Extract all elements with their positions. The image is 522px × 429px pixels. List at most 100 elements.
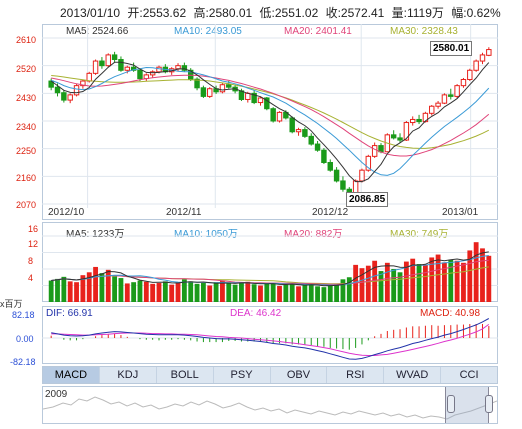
price-y-tick: 2430 [16, 93, 37, 103]
tab-psy[interactable]: PSY [214, 367, 271, 383]
volume-bar [181, 279, 187, 302]
volume-bar [442, 262, 447, 302]
volume-y-tick: 4 [28, 273, 34, 283]
volume-ma30-label: MA30: 749万 [390, 229, 449, 240]
candle-body [111, 54, 118, 61]
candle-body [92, 60, 99, 74]
candle-body [130, 66, 137, 71]
candle-body [99, 60, 105, 67]
candle-body [251, 92, 257, 104]
volume-bar [416, 264, 422, 302]
price-panel [42, 24, 498, 220]
volume-bar [105, 269, 111, 302]
volume-bar [150, 283, 156, 302]
volume-bar [315, 286, 320, 302]
candle-body [137, 69, 143, 80]
date-x-tick: 2012/10 [48, 207, 85, 218]
dea-line [51, 323, 490, 356]
tab-obv[interactable]: OBV [271, 367, 328, 383]
tab-cci[interactable]: CCI [459, 369, 479, 381]
volume-bar [86, 272, 92, 302]
candle-body [200, 87, 207, 97]
tab-kdj[interactable]: KDJ [100, 367, 157, 383]
volume-bar [473, 242, 479, 302]
macd-y-tick: 82.18 [12, 310, 35, 320]
tab-wvad[interactable]: WVAD [384, 367, 442, 383]
macd-y-tick: 0.00 [16, 334, 34, 344]
candle-body [321, 149, 327, 164]
volume-bar [321, 287, 327, 302]
price-y-tick: 2340 [16, 122, 37, 132]
candle-body [314, 143, 321, 151]
navigator-left-handle[interactable] [447, 395, 455, 413]
candle-body [486, 49, 492, 56]
volume-ma20-label: MA20: 882万 [284, 229, 343, 240]
quote-low: 低:2551.02 [259, 6, 319, 20]
volume-bar [480, 248, 485, 302]
candle-body [467, 69, 473, 81]
volume-bar [327, 285, 333, 302]
candle-body [149, 71, 156, 76]
tab-boll[interactable]: BOLL [157, 367, 214, 383]
volume-bar [283, 284, 289, 302]
volume-bar [74, 282, 79, 302]
volume-bar [67, 281, 73, 302]
candle-body [365, 155, 372, 171]
tab-rsi[interactable]: RSI [327, 367, 385, 383]
candle-body [226, 84, 232, 88]
candle-body [264, 97, 270, 110]
volume-bar [403, 261, 409, 302]
volume-bar [194, 283, 200, 302]
volume-bar [454, 260, 460, 302]
range-navigator[interactable]: 2009 [42, 386, 498, 424]
navigator-right-handle[interactable] [485, 395, 493, 413]
volume-bar [391, 269, 397, 302]
price-ma30-label: MA30: 2328.43 [390, 26, 458, 37]
candle-body [245, 92, 251, 100]
volume-ma5-line [51, 251, 489, 287]
candle-body [327, 162, 333, 171]
candle-body [48, 80, 54, 88]
volume-bar [156, 283, 162, 302]
candle-body [276, 111, 283, 122]
quote-date: 2013/01/10 [60, 6, 121, 20]
quote-close: 收:2572.41 [325, 6, 385, 20]
volume-bar [169, 284, 175, 302]
volume-bar [137, 280, 143, 302]
price-y-tick: 2250 [16, 146, 37, 156]
dif-line [51, 318, 490, 360]
volume-bar [131, 282, 137, 302]
volume-bar [80, 275, 86, 302]
candle-body [175, 65, 181, 70]
candle-body [409, 118, 416, 124]
candle-body [80, 80, 86, 87]
tab-macd[interactable]: MACD [43, 367, 100, 383]
candle-body [403, 122, 410, 141]
quote-volume: 量:1119万 [391, 6, 444, 20]
candle-body [390, 134, 397, 139]
candle-body [105, 54, 111, 67]
candle-body [479, 54, 486, 62]
candle-body [194, 78, 200, 89]
volume-ma10-label: MA10: 1050万 [174, 229, 238, 240]
volume-bar [365, 265, 371, 302]
macd-y-tick: -82.18 [10, 357, 36, 367]
volume-bar [486, 255, 492, 302]
candle-body [207, 88, 213, 97]
volume-bar [143, 281, 149, 302]
candle-body [333, 169, 340, 182]
volume-y-tick: 16 [28, 224, 39, 234]
macd-panel [42, 306, 498, 364]
price-ma10-label: MA10: 2493.05 [174, 26, 242, 37]
volume-bar [277, 285, 282, 302]
volume-bar [467, 250, 473, 302]
volume-bar [346, 277, 352, 302]
volume-bar [175, 282, 181, 302]
volume-bar [410, 258, 416, 302]
candle-body [219, 84, 226, 93]
quote-change: 幅:0.62% [451, 6, 501, 20]
volume-bar [112, 276, 118, 302]
candle-body [295, 129, 302, 133]
high-price-callout: 2580.01 [430, 41, 473, 56]
